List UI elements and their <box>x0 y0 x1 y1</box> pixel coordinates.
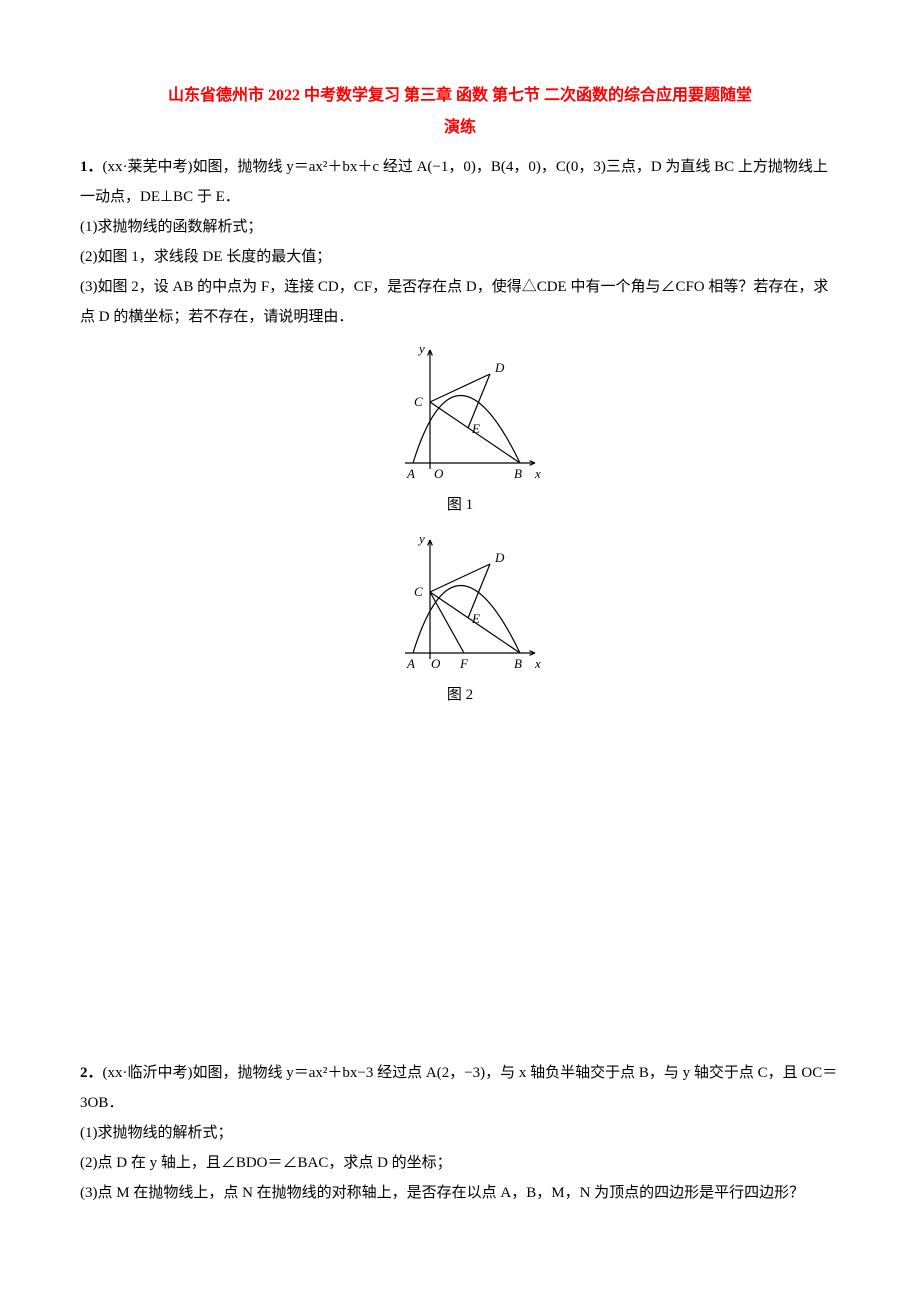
svg-text:O: O <box>434 466 444 481</box>
whitespace-gap <box>80 718 840 1058</box>
q2-text: (xx·临沂中考)如图，抛物线 y＝ax²＋bx−3 经过点 A(2，−3)，与… <box>80 1065 837 1111</box>
q1-text: (xx·莱芜中考)如图，抛物线 y＝ax²＋bx＋c 经过 A(−1，0)，B(… <box>80 159 828 205</box>
q2-part3: (3)点 M 在抛物线上，点 N 在抛物线的对称轴上，是否存在以点 A，B，M，… <box>80 1178 840 1208</box>
figure-1-svg: A O B C D Ex y <box>375 338 545 488</box>
q2-part2: (2)点 D 在 y 轴上，且∠BDO＝∠BAC，求点 D 的坐标； <box>80 1148 840 1178</box>
svg-text:B: B <box>514 466 522 481</box>
svg-text:D: D <box>494 550 505 565</box>
q2-part1: (1)求抛物线的解析式； <box>80 1118 840 1148</box>
svg-text:x: x <box>534 466 541 481</box>
svg-text:F: F <box>459 656 469 671</box>
svg-text:C: C <box>414 584 423 599</box>
q1-number: 1． <box>80 159 103 175</box>
figure-1-container: A O B C D Ex y <box>80 338 840 488</box>
svg-text:y: y <box>417 531 425 546</box>
svg-text:A: A <box>406 466 415 481</box>
q2-number: 2． <box>80 1065 103 1081</box>
svg-text:O: O <box>431 656 441 671</box>
figure-2-svg: A O F B C D Ex y <box>375 528 545 678</box>
svg-text:D: D <box>494 360 505 375</box>
svg-text:C: C <box>414 394 423 409</box>
svg-text:x: x <box>534 656 541 671</box>
figure-2-container: A O F B C D Ex y <box>80 528 840 678</box>
q1-part3: (3)如图 2，设 AB 的中点为 F，连接 CD，CF，是否存在点 D，使得△… <box>80 272 840 332</box>
q1-part2: (2)如图 1，求线段 DE 长度的最大值； <box>80 242 840 272</box>
q2-stem: 2．(xx·临沂中考)如图，抛物线 y＝ax²＋bx−3 经过点 A(2，−3)… <box>80 1058 840 1118</box>
q1-stem: 1．(xx·莱芜中考)如图，抛物线 y＝ax²＋bx＋c 经过 A(−1，0)，… <box>80 152 840 212</box>
svg-text:A: A <box>406 656 415 671</box>
q1-part1: (1)求抛物线的函数解析式； <box>80 212 840 242</box>
svg-text:B: B <box>514 656 522 671</box>
svg-text:E: E <box>471 611 480 626</box>
doc-title-line2: 演练 <box>80 112 840 144</box>
figure-2-caption: 图 2 <box>80 680 840 710</box>
figure-1-caption: 图 1 <box>80 490 840 520</box>
doc-title-line1: 山东省德州市 2022 中考数学复习 第三章 函数 第七节 二次函数的综合应用要… <box>80 80 840 112</box>
svg-text:E: E <box>471 421 480 436</box>
svg-text:y: y <box>417 341 425 356</box>
